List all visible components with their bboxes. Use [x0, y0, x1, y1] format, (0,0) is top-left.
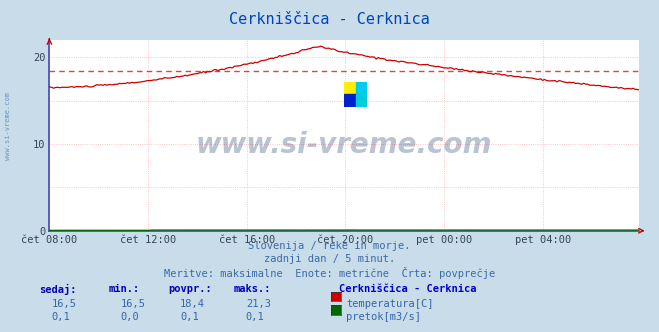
Text: www.si-vreme.com: www.si-vreme.com [196, 131, 492, 159]
Text: pretok[m3/s]: pretok[m3/s] [346, 312, 421, 322]
Text: zadnji dan / 5 minut.: zadnji dan / 5 minut. [264, 254, 395, 264]
Bar [356, 94, 368, 107]
Text: 0,1: 0,1 [246, 312, 264, 322]
Text: Meritve: maksimalne  Enote: metrične  Črta: povprečje: Meritve: maksimalne Enote: metrične Črta… [164, 267, 495, 279]
Text: 18,4: 18,4 [180, 299, 205, 309]
Text: 21,3: 21,3 [246, 299, 271, 309]
Text: povpr.:: povpr.: [168, 284, 212, 294]
Text: 16,5: 16,5 [51, 299, 76, 309]
Text: 0,0: 0,0 [121, 312, 139, 322]
Text: sedaj:: sedaj: [40, 284, 77, 295]
Bar [356, 82, 368, 94]
Text: www.si-vreme.com: www.si-vreme.com [5, 92, 11, 160]
Bar [344, 94, 356, 107]
Text: maks.:: maks.: [234, 284, 272, 294]
Text: min.:: min.: [109, 284, 140, 294]
Bar [344, 82, 356, 94]
Text: Cerkniščica - Cerknica: Cerkniščica - Cerknica [229, 12, 430, 27]
Text: Slovenija / reke in morje.: Slovenija / reke in morje. [248, 241, 411, 251]
Text: temperatura[C]: temperatura[C] [346, 299, 434, 309]
Text: Cerkniščica - Cerknica: Cerkniščica - Cerknica [339, 284, 477, 294]
Text: 0,1: 0,1 [180, 312, 198, 322]
Text: 0,1: 0,1 [51, 312, 70, 322]
Text: 16,5: 16,5 [121, 299, 146, 309]
